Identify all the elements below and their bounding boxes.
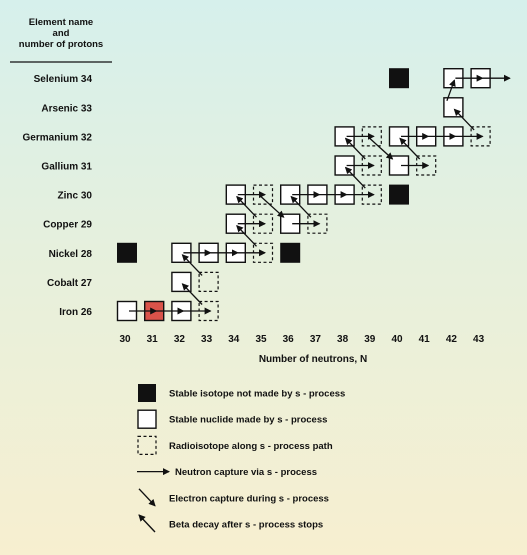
- element-label: Cobalt 27: [47, 278, 92, 289]
- legend-radio-text: Radioisotope along s - process path: [169, 441, 333, 452]
- nuclide-radio: [198, 271, 219, 292]
- electron-capture-arrow: [369, 137, 394, 160]
- beta-decay-arrow: [290, 195, 312, 218]
- x-tick-label: 34: [228, 334, 240, 345]
- element-label: Copper 29: [43, 220, 92, 231]
- x-tick-label: 32: [174, 334, 186, 345]
- legend-stable-s-swatch: [137, 409, 157, 429]
- x-tick-label: 35: [255, 334, 267, 345]
- x-tick-label: 39: [364, 334, 376, 345]
- x-tick-label: 37: [310, 334, 322, 345]
- beta-decay-arrow: [236, 224, 257, 247]
- x-axis: 30 31 32 33 34 35 36 37 38 39 40 41 42 43 Number of ne…: [119, 334, 484, 365]
- nuclide-stable-not-s: [280, 242, 301, 263]
- element-label: Arsenic 33: [41, 103, 92, 114]
- legend-radio-swatch: [137, 435, 157, 455]
- legend-stable-s-text: Stable nuclide made by s - process: [169, 415, 327, 426]
- legend-neutron-capture-text: Neutron capture via s - process: [175, 467, 317, 478]
- nuclide-stable-not-s: [389, 68, 409, 89]
- x-axis-label: Number of neutrons, N: [259, 354, 367, 365]
- x-tick-label: 33: [201, 334, 213, 345]
- beta-decay-arrow: [399, 137, 421, 160]
- element-label: Zinc 30: [58, 191, 93, 202]
- element-label: Nickel 28: [49, 249, 93, 260]
- element-label: Gallium 31: [41, 162, 92, 173]
- legend: Stable isotope not made by s - process St…: [137, 384, 345, 533]
- nuclide-stable-not-s: [389, 184, 409, 205]
- element-labels: Selenium 34 Arsenic 33 Germanium 32 Gallium…: [23, 74, 93, 318]
- nuclide-stable-not-s: [117, 242, 137, 263]
- beta-decay-arrow: [236, 195, 257, 218]
- beta-decay-arrow: [181, 283, 203, 305]
- nuclide-stable-s: [171, 271, 192, 293]
- legend-beta-decay-text: Beta decay after s - process stops: [169, 520, 323, 531]
- element-label: Selenium 34: [34, 74, 93, 85]
- beta-decay-arrow: [446, 79, 456, 102]
- legend-electron-capture-arrow: [138, 488, 156, 507]
- header-line: and: [53, 28, 70, 39]
- x-tick-label: 43: [473, 334, 485, 345]
- beta-decay-arrow: [344, 166, 366, 189]
- element-label: Iron 26: [59, 307, 92, 318]
- x-tick-label: 31: [147, 334, 159, 345]
- electron-capture-arrow: [260, 196, 285, 218]
- x-tick-label: 38: [337, 334, 349, 345]
- x-tick-label: 42: [446, 334, 458, 345]
- header-line: Element name: [29, 17, 93, 28]
- beta-decay-arrow: [344, 137, 366, 160]
- beta-decay-arrow: [181, 254, 203, 276]
- legend-electron-capture-text: Electron capture during s - process: [169, 493, 329, 504]
- x-tick-label: 41: [419, 334, 431, 345]
- x-tick-label: 30: [119, 334, 131, 345]
- process-arrows: [129, 74, 511, 315]
- beta-decay-arrow: [453, 108, 475, 131]
- legend-stable-not-s-text: Stable isotope not made by s - process: [169, 389, 345, 400]
- legend-stable-not-s-swatch: [138, 384, 156, 402]
- x-tick-label: 36: [283, 334, 295, 345]
- legend-beta-decay-arrow: [138, 514, 156, 533]
- header-line: number of protons: [19, 39, 103, 50]
- x-tick-label: 40: [391, 334, 403, 345]
- element-label: Germanium 32: [23, 132, 93, 143]
